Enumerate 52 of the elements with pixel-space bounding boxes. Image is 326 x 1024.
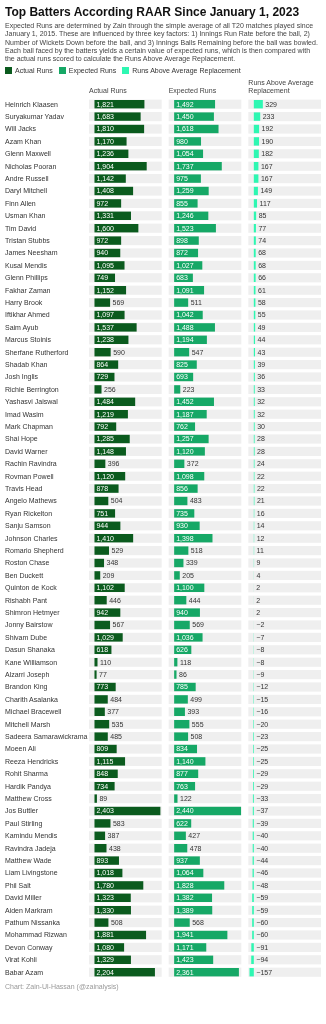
chart-title: Top Batters According RAAR Since January 1, 2023 — [5, 5, 301, 19]
bar — [94, 732, 108, 742]
bar — [174, 571, 180, 581]
bar — [253, 236, 256, 246]
bar — [253, 199, 258, 209]
bar — [94, 832, 106, 841]
bar — [94, 596, 107, 605]
bar — [253, 137, 260, 147]
bar — [251, 956, 254, 965]
bar — [94, 348, 111, 357]
bar — [174, 621, 190, 630]
bar — [94, 497, 109, 506]
bar — [174, 497, 188, 506]
bar — [94, 546, 109, 556]
bar — [174, 385, 181, 395]
bar — [174, 348, 190, 357]
bar — [251, 943, 254, 953]
bar — [174, 596, 187, 605]
bar — [174, 546, 189, 556]
bar — [94, 670, 97, 680]
bar — [253, 187, 258, 196]
bar — [253, 112, 261, 122]
bar — [174, 732, 189, 742]
bar — [94, 460, 106, 469]
bar — [174, 670, 177, 680]
bar — [94, 571, 101, 581]
bar — [94, 695, 108, 705]
bar — [94, 385, 102, 395]
bar — [174, 298, 189, 308]
bar — [94, 559, 105, 568]
bar — [174, 794, 178, 804]
bar — [94, 621, 111, 630]
bar — [94, 708, 105, 717]
bar — [174, 844, 188, 853]
bar — [174, 695, 188, 705]
bar — [174, 720, 190, 729]
bar — [94, 844, 107, 853]
bar — [174, 832, 186, 841]
bar — [94, 918, 109, 928]
bar — [94, 298, 111, 308]
bar — [253, 100, 263, 109]
bar — [174, 559, 184, 568]
bar — [253, 125, 260, 134]
bar — [94, 794, 97, 804]
bar — [253, 174, 259, 184]
bar — [253, 150, 259, 159]
bar — [94, 658, 98, 667]
bar — [174, 460, 185, 469]
bar — [94, 819, 111, 829]
bar — [94, 720, 110, 729]
bar — [174, 918, 190, 928]
bar — [174, 708, 185, 717]
